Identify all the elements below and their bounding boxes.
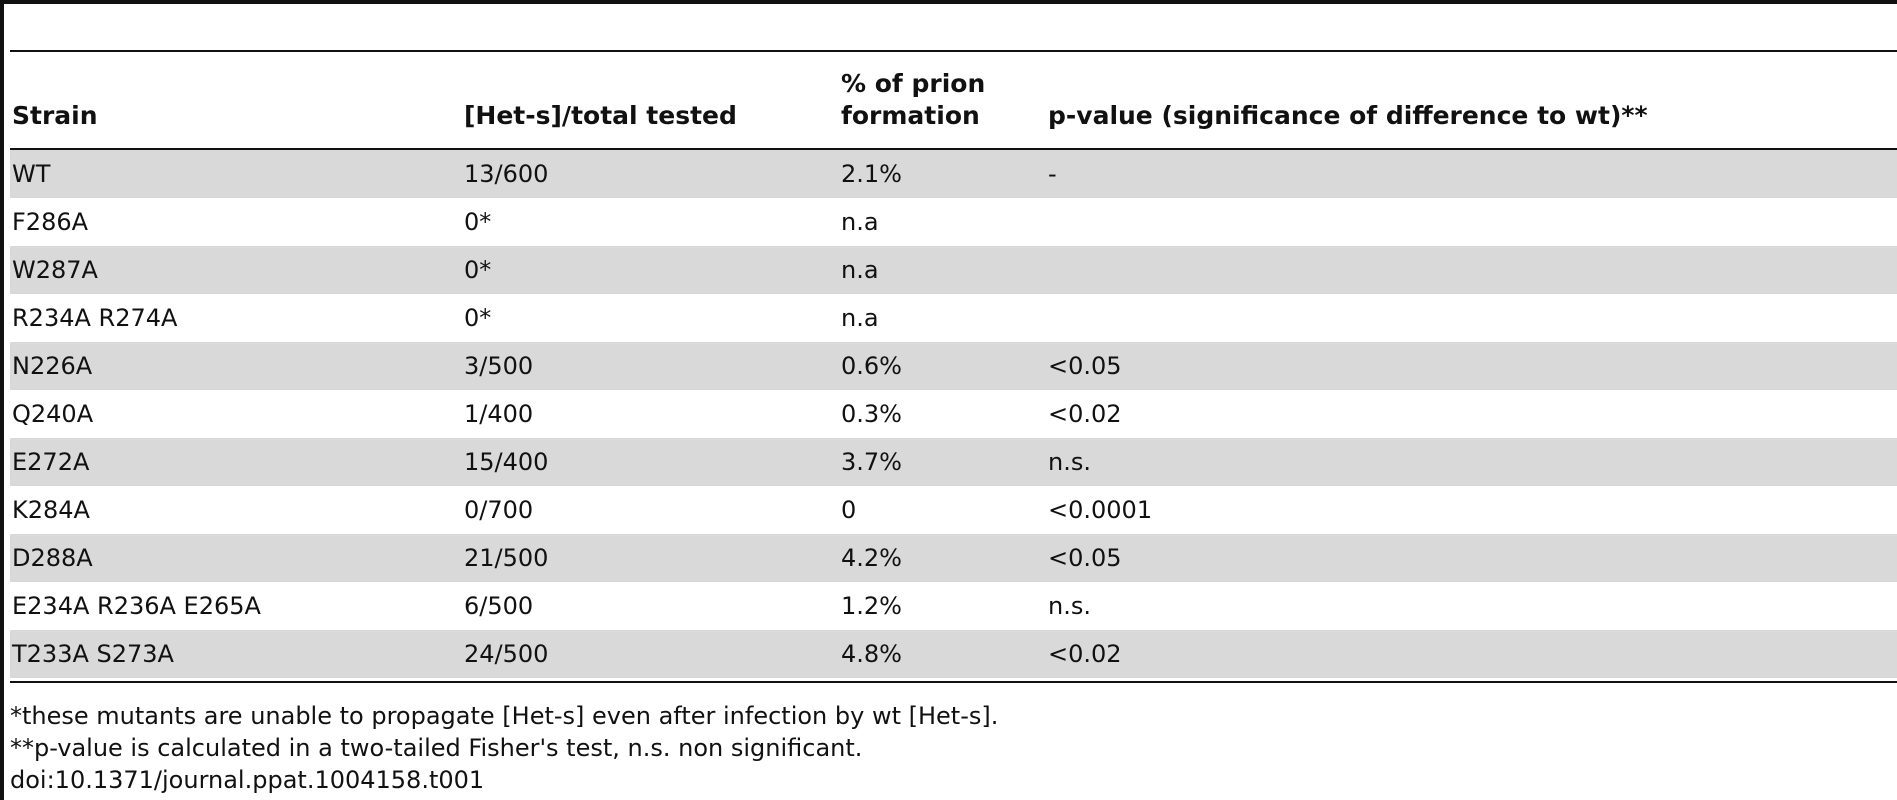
cell-percent: 4.2% (841, 544, 902, 572)
table-row: K284A 0/700 0 <0.0001 (10, 486, 1897, 534)
doi-label: doi:10.1371/journal.ppat.1004158.t001 (10, 766, 485, 794)
footnote-p-value: **p-value is calculated in a two-tailed … (10, 734, 863, 762)
table-header: Strain [Het-s]/total tested % of prion f… (10, 52, 1897, 148)
cell-strain: E234A R236A E265A (12, 592, 261, 620)
cell-percent: 1.2% (841, 592, 902, 620)
cell-pvalue: <0.05 (1048, 352, 1122, 380)
footnote-mutants: *these mutants are unable to propagate [… (10, 702, 999, 730)
header-strain: Strain (12, 101, 98, 130)
header-bottom-rule (10, 148, 1897, 150)
header-top-rule (10, 50, 1897, 52)
cell-percent: 0 (841, 496, 857, 524)
cell-pvalue: n.s. (1048, 592, 1091, 620)
cell-percent: n.a (841, 208, 879, 236)
table-body: WT 13/600 2.1% - F286A 0* n.a W287A 0* n… (10, 150, 1897, 678)
table-row: E272A 15/400 3.7% n.s. (10, 438, 1897, 486)
cell-strain: R234A R274A (12, 304, 178, 332)
cell-strain: F286A (12, 208, 89, 236)
cell-percent: 0.6% (841, 352, 902, 380)
cell-tested: 3/500 (464, 352, 534, 380)
table-row: R234A R274A 0* n.a (10, 294, 1897, 342)
header-p-value: p-value (significance of difference to w… (1048, 101, 1648, 130)
cell-pvalue: n.s. (1048, 448, 1091, 476)
cell-percent: 0.3% (841, 400, 902, 428)
cell-strain: K284A (12, 496, 90, 524)
cell-percent: 3.7% (841, 448, 902, 476)
cell-strain: T233A S273A (12, 640, 174, 668)
cell-pvalue: <0.0001 (1048, 496, 1153, 524)
table-row: WT 13/600 2.1% - (10, 150, 1897, 198)
table-row: F286A 0* n.a (10, 198, 1897, 246)
table-row: W287A 0* n.a (10, 246, 1897, 294)
cell-strain: W287A (12, 256, 98, 284)
cell-strain: D288A (12, 544, 93, 572)
cell-tested: 0/700 (464, 496, 534, 524)
cell-tested: 15/400 (464, 448, 549, 476)
header-percent-prion-formation: % of prion formation (841, 69, 986, 130)
table-row: D288A 21/500 4.2% <0.05 (10, 534, 1897, 582)
table-row: N226A 3/500 0.6% <0.05 (10, 342, 1897, 390)
cell-pvalue: <0.02 (1048, 400, 1122, 428)
cell-percent: n.a (841, 304, 879, 332)
cell-strain: WT (12, 160, 51, 188)
footnotes: *these mutants are unable to propagate [… (10, 700, 998, 796)
cell-tested: 1/400 (464, 400, 534, 428)
cell-strain: E272A (12, 448, 90, 476)
cell-pvalue: - (1048, 160, 1057, 188)
table-bottom-rule (10, 681, 1897, 683)
header-het-s-total-tested: [Het-s]/total tested (464, 101, 737, 130)
cell-tested: 21/500 (464, 544, 549, 572)
cell-strain: Q240A (12, 400, 94, 428)
cell-tested: 0* (464, 256, 492, 284)
table-row: E234A R236A E265A 6/500 1.2% n.s. (10, 582, 1897, 630)
cell-percent: 4.8% (841, 640, 902, 668)
cell-tested: 0* (464, 304, 492, 332)
cell-percent: 2.1% (841, 160, 902, 188)
left-border (0, 0, 4, 800)
cell-pvalue: <0.02 (1048, 640, 1122, 668)
cell-percent: n.a (841, 256, 879, 284)
table-row: Q240A 1/400 0.3% <0.02 (10, 390, 1897, 438)
cell-pvalue: <0.05 (1048, 544, 1122, 572)
top-border (0, 0, 1897, 4)
cell-tested: 13/600 (464, 160, 549, 188)
table-row: T233A S273A 24/500 4.8% <0.02 (10, 630, 1897, 678)
cell-tested: 24/500 (464, 640, 549, 668)
cell-tested: 6/500 (464, 592, 534, 620)
cell-strain: N226A (12, 352, 93, 380)
cell-tested: 0* (464, 208, 492, 236)
